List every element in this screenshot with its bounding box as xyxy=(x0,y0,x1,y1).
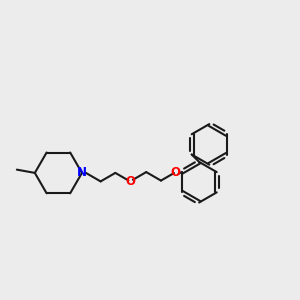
Text: N: N xyxy=(77,167,87,179)
Text: O: O xyxy=(171,166,181,178)
Text: O: O xyxy=(125,175,135,188)
